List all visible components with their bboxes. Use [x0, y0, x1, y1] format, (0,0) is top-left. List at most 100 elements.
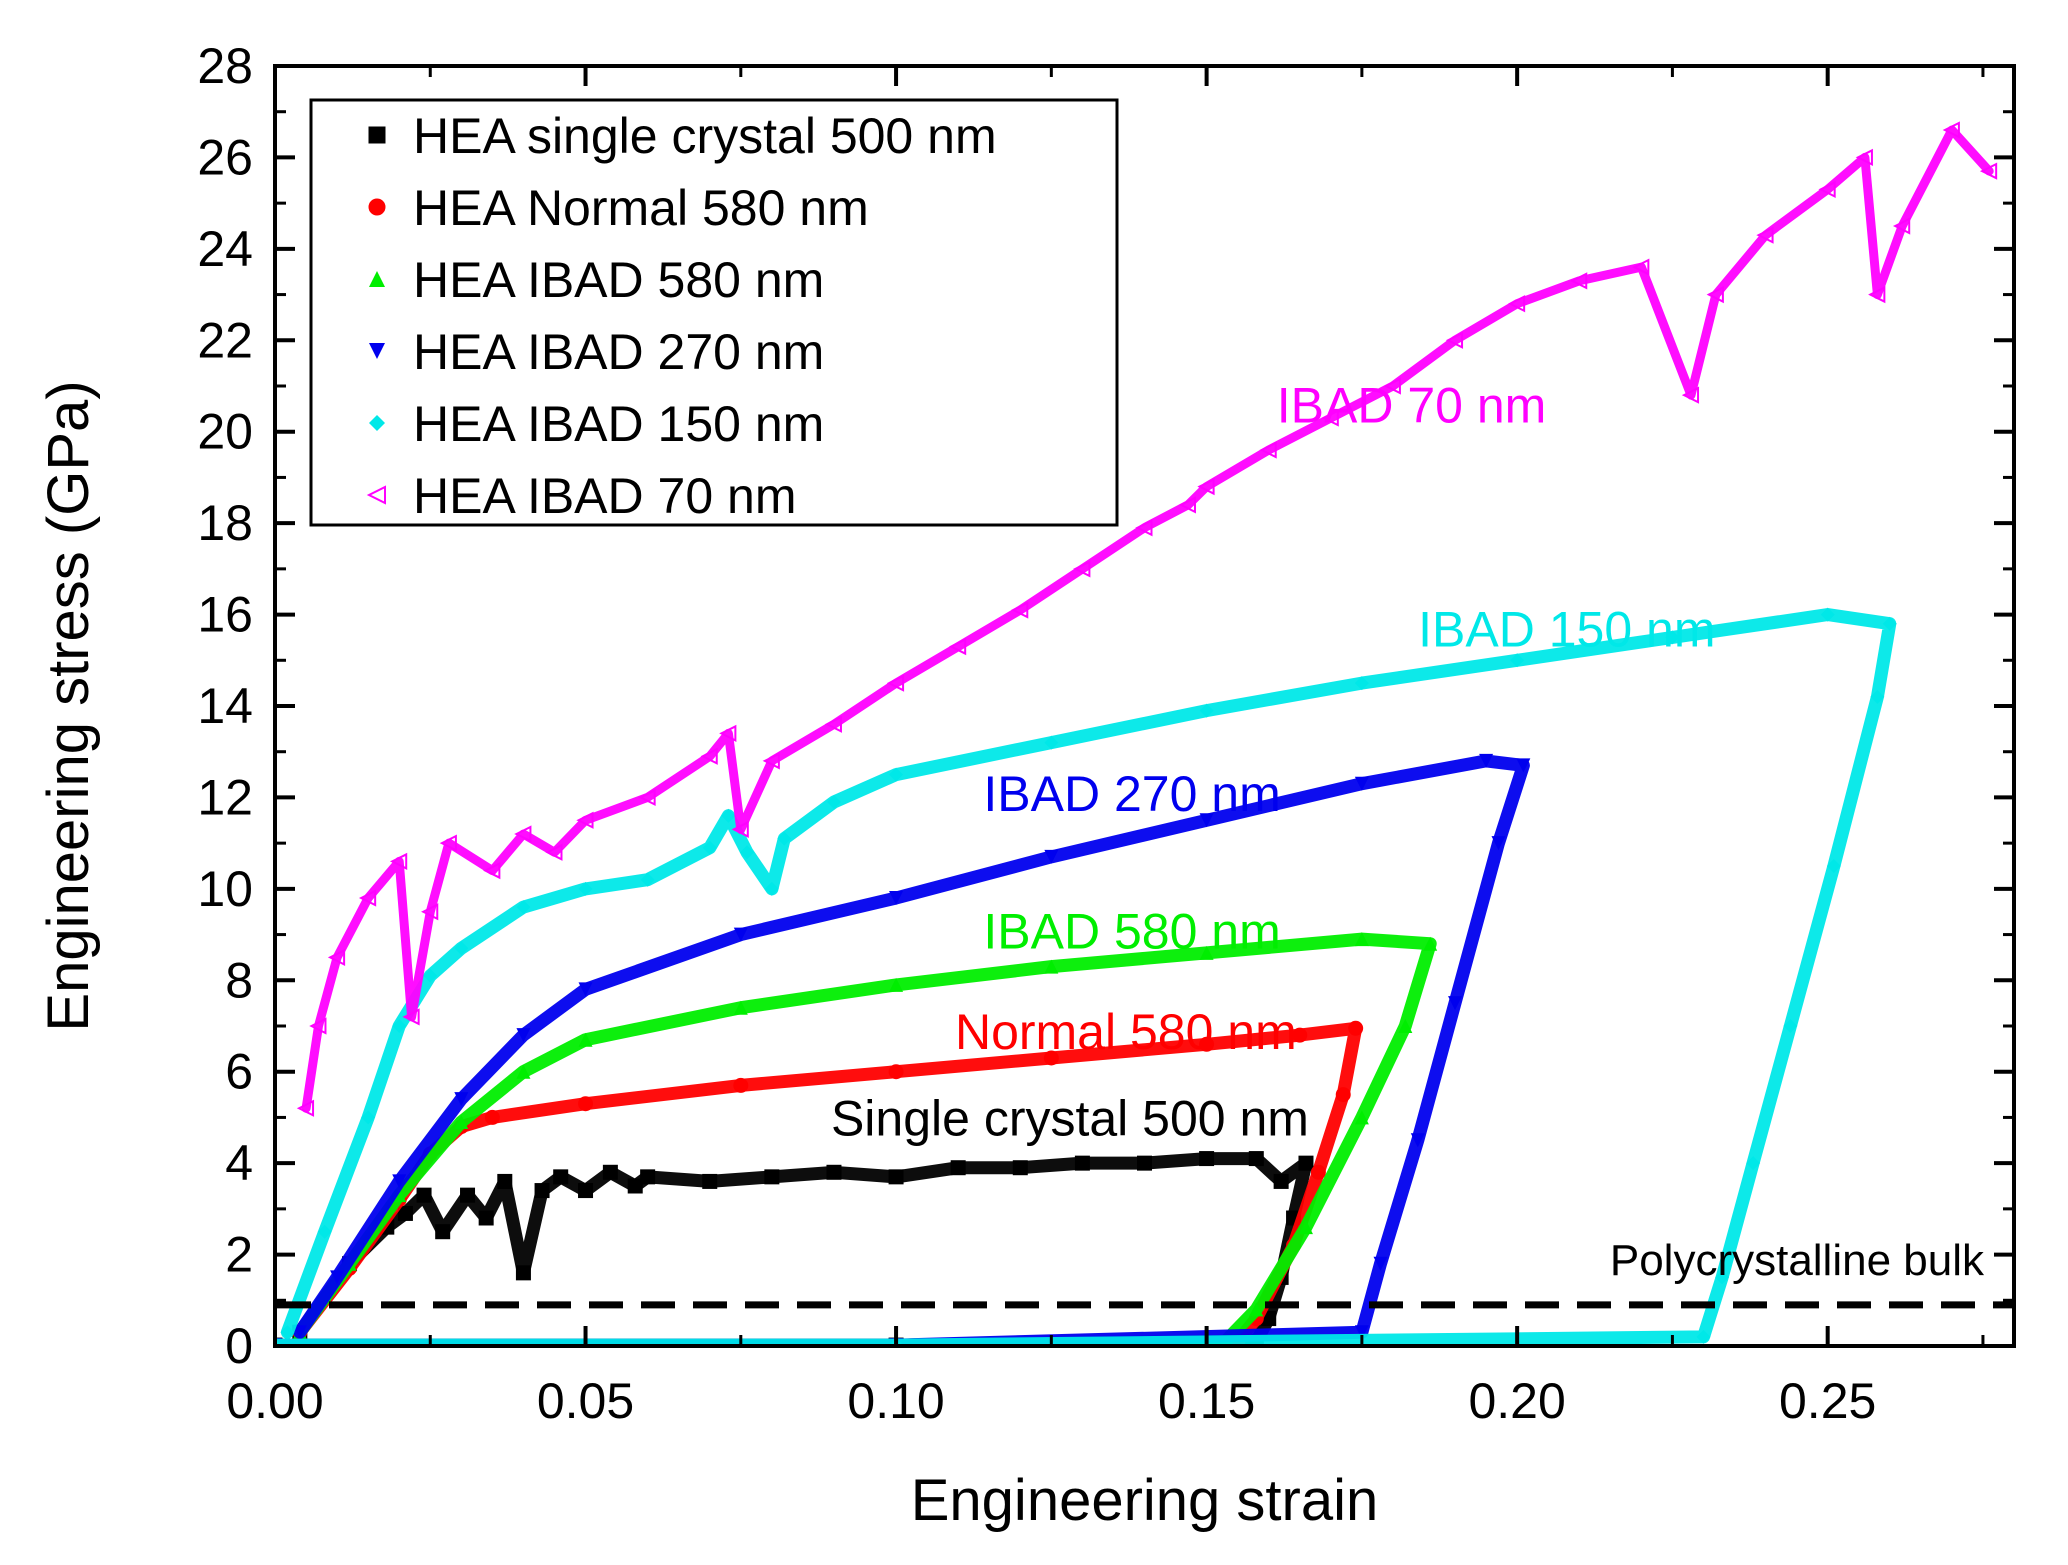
series-3-point-6: [578, 1032, 593, 1047]
series-6-point-18: [824, 715, 842, 733]
series-4-point-15: [1448, 996, 1463, 1011]
series-2-point-14: [1335, 1087, 1351, 1103]
series-1-point-16: [640, 1169, 656, 1185]
series-1-point-25: [1199, 1151, 1215, 1167]
series-5-point-20: [1510, 653, 1525, 668]
series-4-point-3: [392, 1174, 407, 1189]
series-5-point-22: [1820, 607, 1835, 622]
series-5-point-3: [361, 1110, 376, 1125]
series-5-point-11: [721, 808, 736, 823]
legend-marker-2: [368, 198, 386, 216]
series-markers-4: [275, 753, 1531, 1346]
series-6-point-38: [1868, 285, 1886, 304]
legend-label-4: HEA IBAD 270 nm: [413, 324, 824, 380]
series-2-point-13: [1348, 1020, 1364, 1036]
series-6-point-23: [1135, 519, 1153, 537]
series-6-point-11: [545, 843, 563, 861]
series-4-point-10: [1199, 813, 1214, 828]
series-5-point-14: [777, 831, 792, 846]
series-6-point-6: [402, 1008, 420, 1026]
series-2-point-12: [1292, 1027, 1308, 1043]
series-6-point-34: [1706, 285, 1724, 304]
series-5-point-10: [702, 840, 717, 855]
series-6-point-7: [421, 903, 439, 921]
series-6: [296, 121, 1998, 1117]
series-6-point-2: [309, 1017, 327, 1035]
series-6-point-27: [1321, 409, 1339, 427]
series-5-point-1: [280, 1325, 295, 1340]
series-1-point-5: [416, 1187, 432, 1203]
series-6-point-16: [731, 820, 749, 839]
y-tick-label: 14: [197, 678, 253, 734]
series-5-point-17: [1044, 735, 1059, 750]
x-axis-title: Engineering strain: [911, 1468, 1379, 1533]
series-1-point-27: [1273, 1173, 1289, 1189]
y-tick-label: 22: [197, 312, 253, 368]
series-1-point-19: [826, 1164, 842, 1180]
series-6-point-40: [1942, 121, 1960, 139]
series-6-point-24: [1178, 496, 1196, 514]
series-1-point-6: [435, 1224, 451, 1240]
series-1-point-14: [602, 1164, 618, 1180]
series-5-point-5: [423, 968, 438, 983]
series-4-point-4: [454, 1092, 469, 1107]
y-tick-label: 20: [197, 404, 253, 460]
series-5-point-15: [826, 795, 841, 809]
series-6-point-13: [638, 788, 656, 807]
reference-layer: Polycrystalline bulk: [277, 1236, 2012, 1309]
series-4-point-8: [889, 891, 904, 905]
series-4-point-6: [578, 982, 593, 997]
curve-label-1: Single crystal 500 nm: [831, 1091, 1309, 1147]
series-4-point-11: [1354, 776, 1369, 791]
series-1-point-4: [397, 1205, 413, 1221]
series-6-point-15: [719, 724, 737, 743]
series-6-point-5: [389, 852, 408, 871]
series-1-point-24: [1137, 1155, 1152, 1171]
y-tick-label: 8: [225, 952, 253, 1008]
series-6-point-32: [1632, 258, 1650, 276]
series-1-point-23: [1074, 1155, 1090, 1171]
series-4-point-18: [1354, 1325, 1369, 1340]
series-1-point-17: [702, 1173, 718, 1189]
series-5-point-27: [1746, 1156, 1761, 1171]
series-5-point-12: [740, 845, 755, 860]
series-6-point-39: [1892, 217, 1911, 235]
series-1-point-9: [497, 1173, 513, 1189]
series-6-point-33: [1681, 386, 1700, 404]
series-1-point-10: [515, 1265, 531, 1281]
series-4-point-1: [292, 1325, 307, 1340]
polycrystalline-bulk-label: Polycrystalline bulk: [1610, 1236, 1985, 1285]
legend-label-1: HEA single crystal 500 nm: [413, 108, 997, 164]
y-tick-label: 4: [225, 1135, 253, 1191]
curve-label-2: Normal 580 nm: [955, 1004, 1297, 1060]
x-tick-label: 0.05: [537, 1373, 634, 1429]
x-tick-label: 0.15: [1158, 1373, 1255, 1429]
series-3-point-13: [1398, 1019, 1413, 1033]
series-line-1: [275, 1152, 1313, 1346]
series-6-point-17: [762, 752, 780, 770]
series-5-point-26: [1783, 1019, 1798, 1033]
series-5-point-4: [392, 1019, 407, 1033]
series-1-point-15: [627, 1178, 643, 1194]
series-6-point-25: [1197, 477, 1215, 496]
series-5-point-16: [889, 767, 904, 782]
series-3-point-12: [1423, 936, 1438, 951]
series-6-point-10: [514, 825, 532, 843]
series-6-point-4: [358, 889, 377, 907]
series-3-point-15: [1298, 1220, 1313, 1235]
series-6-point-31: [1570, 272, 1588, 290]
series-6-point-19: [886, 674, 905, 692]
y-tick-label: 6: [225, 1044, 253, 1100]
curve-label-4: IBAD 270 nm: [983, 766, 1280, 822]
series-5-point-6: [454, 941, 469, 956]
y-tick-label: 2: [225, 1227, 253, 1283]
series-5-point-7: [516, 900, 531, 915]
legend: HEA single crystal 500 nm HEA Normal 580 …: [309, 98, 1119, 527]
series-5-point-8: [578, 881, 593, 896]
series-1-point-13: [578, 1183, 594, 1199]
series-6-point-22: [1073, 560, 1091, 578]
y-tick-label: 10: [197, 861, 253, 917]
legend-label-6: HEA IBAD 70 nm: [413, 468, 797, 524]
